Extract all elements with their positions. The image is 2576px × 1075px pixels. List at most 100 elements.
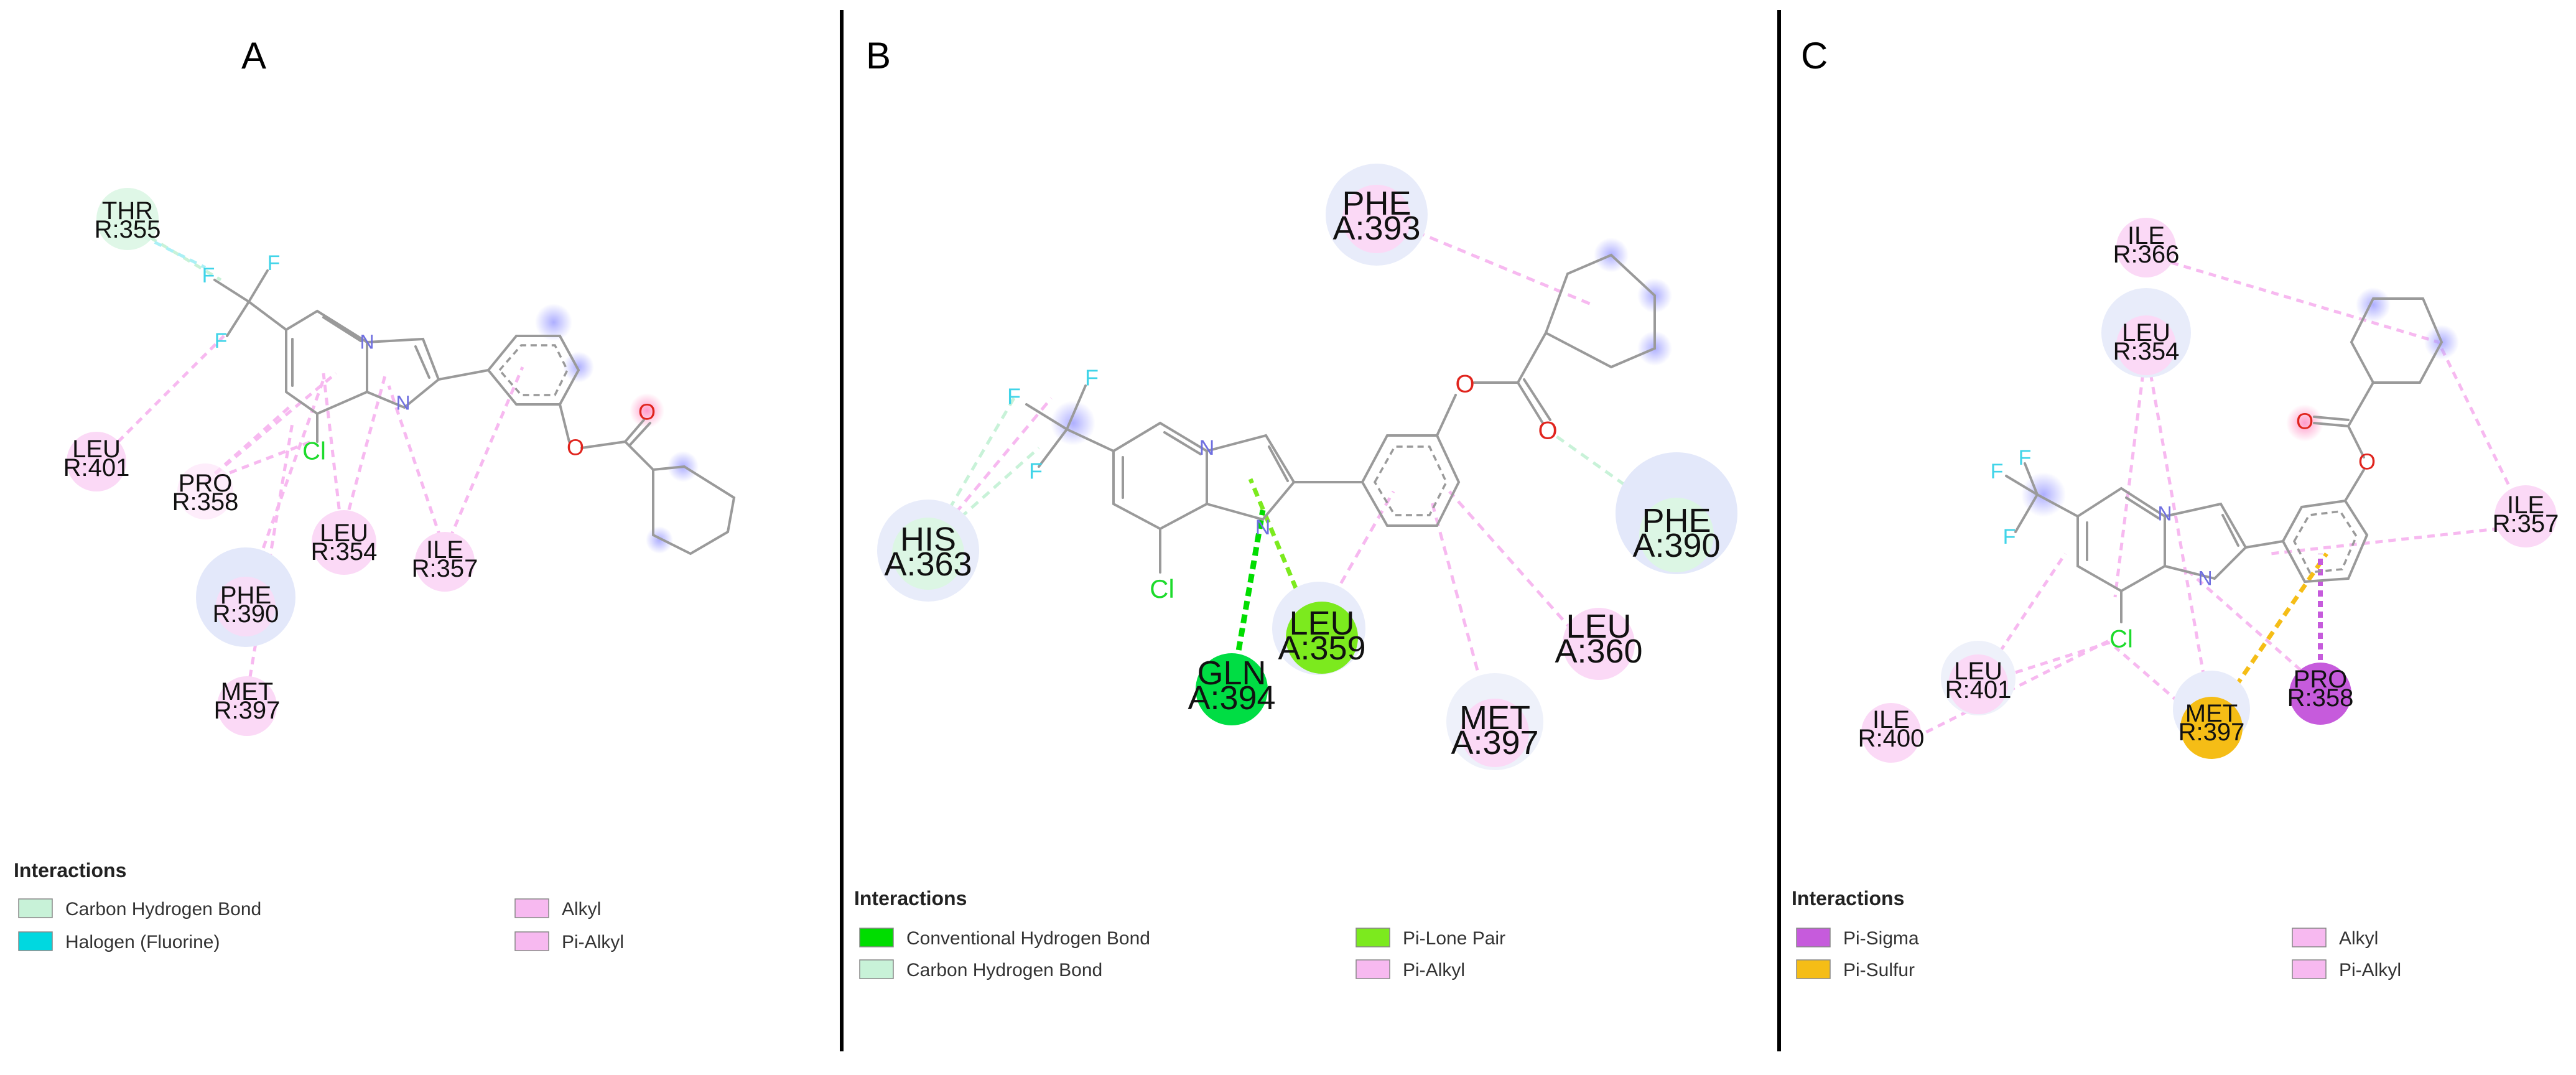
bond: [2313, 416, 2350, 421]
atom-label: N: [1199, 436, 1215, 460]
legend-label: Pi-Alkyl: [562, 932, 624, 952]
interaction-leu354-b: [2144, 348, 2207, 685]
residue-disc-ile357: [415, 532, 475, 592]
atom-label: F: [2003, 525, 2016, 549]
legend-heading: Interactions: [1792, 887, 1904, 910]
legend-swatch: [859, 959, 894, 979]
phenyl-ring: [2281, 499, 2369, 584]
legend-swatch: [1355, 928, 1390, 947]
interaction-met397: [1429, 497, 1495, 728]
bond: [580, 440, 626, 449]
bond: [2347, 381, 2374, 427]
residue-disc-phe390: [1639, 498, 1714, 572]
legend-label: Pi-Alkyl: [2339, 960, 2401, 980]
phenyl-ring: [486, 335, 580, 406]
interaction-his363-b: [926, 447, 1040, 549]
bond: [2244, 540, 2284, 549]
interaction-pro358-b: [2188, 571, 2322, 689]
bond: [624, 419, 645, 443]
ligand-molecule: F F F N N Cl O O: [202, 251, 736, 556]
panel-b: B: [854, 35, 1737, 980]
residue-disc-met397: [217, 676, 277, 736]
legend-label: Pi-Alkyl: [1403, 960, 1465, 980]
interaction-leu354-a: [322, 373, 344, 536]
pyridine-ring: [1112, 421, 1208, 531]
atom-label: F: [1007, 384, 1021, 409]
atom-label: N: [396, 391, 410, 414]
residue-label-leu354: LEU R:354: [2113, 319, 2180, 365]
atom-label: N: [2157, 502, 2172, 524]
residue-chain: A:363: [884, 546, 972, 583]
residue-label-ile366: ILE R:366: [2113, 222, 2180, 268]
bond: [2347, 425, 2365, 458]
residue-discs: [67, 188, 475, 736]
bond: [1163, 431, 1202, 455]
residue-label-leu401: LEU R:401: [1945, 658, 2012, 704]
bond: [1436, 394, 1457, 437]
residue-name: LEU: [2122, 319, 2170, 347]
bond: [1523, 378, 1551, 421]
interaction-leu354-b: [340, 373, 388, 536]
bond: [248, 269, 269, 303]
bond: [248, 300, 287, 331]
residue-name: PHE: [1342, 185, 1411, 222]
bond: [437, 369, 490, 381]
residue-name: PHE: [1642, 502, 1711, 539]
residue-label-phe393: PHE A:393: [1332, 185, 1420, 247]
residue-label-ile357: ILE R:357: [412, 536, 478, 582]
residue-chain: R:390: [213, 600, 279, 628]
legend-swatch: [2292, 959, 2327, 979]
legend: Interactions Carbon Hydrogen Bond Haloge…: [14, 859, 624, 952]
legend-label: Pi-Sigma: [1843, 928, 1919, 949]
residue-disc-ile400: [1861, 703, 1921, 763]
bond: [628, 422, 651, 447]
legend-label: Pi-Lone Pair: [1403, 928, 1505, 949]
legend: Interactions Pi-Sigma Pi-Sulfur Alkyl Pi…: [1792, 887, 2401, 980]
interaction-met397: [244, 422, 294, 704]
residue-label-ile400: ILE R:400: [1858, 706, 1925, 752]
residue-chain: R:400: [1858, 725, 1925, 752]
atom-label: F: [1991, 460, 2004, 483]
bond: [2014, 493, 2039, 533]
residue-chain: R:397: [2178, 719, 2245, 746]
residue-chain: A:360: [1555, 633, 1642, 670]
interaction-leu359-a: [1248, 478, 1315, 630]
residue-label-gln394: GLN A:394: [1188, 654, 1275, 717]
residue-disc-ile366: [2116, 218, 2176, 277]
residue-disc-pro358: [177, 463, 233, 519]
residue-name: ILE: [426, 536, 463, 564]
atom-label: F: [267, 251, 281, 275]
phenyl-ring: [1360, 434, 1461, 527]
residue-labels: ILE R:366 LEU R:354 ILE R:357 LEU R:401 ILE R…: [1858, 222, 2559, 752]
residue-name: MET: [1459, 699, 1530, 737]
residue-chain: R:355: [95, 216, 161, 243]
residue-disc-thr355: [96, 188, 159, 250]
residue-chain: R:354: [311, 538, 378, 565]
atom-label: F: [215, 329, 228, 353]
bond: [2221, 514, 2239, 547]
legend-swatch: [1796, 959, 1831, 979]
glow-icon: [535, 304, 572, 341]
legend-label: Alkyl: [562, 899, 601, 919]
legend-label: Conventional Hydrogen Bond: [906, 928, 1150, 949]
atom-label: F: [1029, 458, 1043, 484]
legend-label: Carbon Hydrogen Bond: [65, 899, 261, 919]
residue-label-met397: MET A:397: [1451, 699, 1538, 761]
atom-label: O: [638, 399, 656, 425]
residue-chain: R:357: [2493, 510, 2559, 538]
atom-label: F: [202, 264, 215, 287]
residue-disc-met397: [2180, 697, 2243, 759]
interaction-ile357-b: [443, 366, 524, 551]
residue-name: HIS: [900, 521, 956, 558]
phenyl-aromatic: [498, 344, 569, 396]
residue-name: LEU: [72, 435, 121, 463]
residue-chain: A:390: [1632, 527, 1720, 564]
legend-swatch: [859, 928, 894, 947]
interaction-ile357-b: [2270, 524, 2526, 556]
legend-label: Pi-Sulfur: [1843, 960, 1915, 980]
atom-label: N: [2198, 567, 2212, 589]
atom-label: O: [1455, 371, 1474, 398]
residue-chain: A:393: [1332, 210, 1420, 247]
bond: [2125, 496, 2160, 519]
